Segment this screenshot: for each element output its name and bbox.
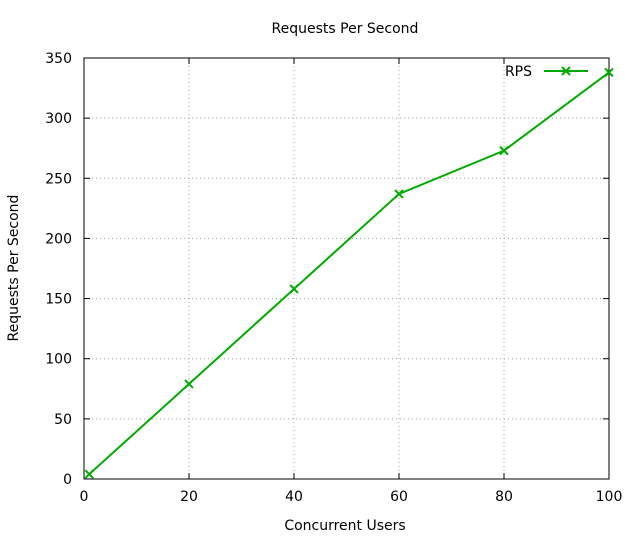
- legend-label: RPS: [505, 64, 532, 80]
- x-tick-label: 40: [285, 489, 303, 505]
- x-tick-label: 100: [596, 489, 623, 505]
- y-tick-label: 200: [45, 231, 72, 247]
- x-tick-labels: 0 20 40 60 80 100: [80, 489, 623, 505]
- series-line: [88, 71, 610, 475]
- y-tick-label: 50: [54, 412, 72, 428]
- y-tick-label: 350: [45, 51, 72, 67]
- y-axis-label: Requests Per Second: [6, 195, 22, 342]
- y-tick-label: 0: [63, 472, 72, 488]
- data-point-marker: [184, 379, 194, 389]
- y-tick-label: 150: [45, 292, 72, 308]
- y-tick-label: 100: [45, 352, 72, 368]
- x-tick-label: 80: [495, 489, 513, 505]
- chart-title: Requests Per Second: [272, 21, 419, 37]
- data-point-marker: [289, 284, 299, 294]
- y-tick-label: 250: [45, 171, 72, 187]
- x-axis-label: Concurrent Users: [284, 518, 405, 534]
- x-tick-label: 60: [390, 489, 408, 505]
- legend-marker: [561, 66, 571, 76]
- plot-frame: [83, 57, 610, 480]
- data-point-marker: [499, 145, 509, 156]
- legend: RPS: [505, 64, 588, 80]
- series-layer: [84, 67, 614, 479]
- x-tick-label: 20: [180, 489, 198, 505]
- data-point-marker: [84, 469, 94, 479]
- grid-lines: [84, 58, 609, 479]
- data-point-marker: [394, 189, 404, 199]
- data-point-marker: [604, 67, 614, 78]
- axis-ticks: [83, 57, 610, 480]
- y-tick-label: 300: [45, 111, 72, 127]
- x-tick-label: 0: [80, 489, 89, 505]
- y-tick-labels: 0 50 100 150 200 250 300 350: [45, 51, 72, 488]
